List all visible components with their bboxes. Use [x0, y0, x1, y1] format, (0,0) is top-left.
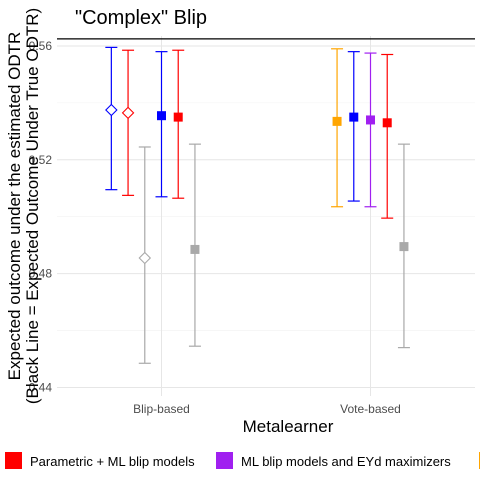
error-bar	[155, 51, 168, 198]
error-bar	[381, 53, 394, 219]
y-axis-label-line-1: Expected outcome under the estimated ODT…	[5, 32, 24, 381]
point-markers	[105, 103, 409, 265]
point-square	[332, 116, 342, 126]
y-tick-label: 0.44	[29, 380, 53, 394]
chart-title: "Complex" Blip	[75, 7, 207, 29]
error-bar	[172, 49, 185, 199]
point-square	[349, 112, 359, 122]
point-square	[157, 111, 166, 121]
y-tick-label: 0.52	[29, 153, 53, 167]
point-diamond-open	[138, 251, 152, 265]
point-square	[366, 115, 375, 125]
legend-label: ML blip models and EYd maximizers	[241, 454, 451, 469]
point-square	[382, 118, 392, 128]
x-tick-label: Vote-based	[340, 402, 401, 416]
point-diamond-open	[105, 103, 118, 117]
point-diamond-open	[121, 106, 135, 120]
point-square	[399, 242, 409, 252]
legend-key	[5, 452, 22, 469]
error-bar	[364, 52, 377, 208]
x-tick-labels: Blip-based Vote-based	[133, 402, 401, 416]
y-axis-label: Expected outcome under the estimated ODT…	[5, 8, 42, 404]
y-axis-label-line-2: (Black Line = Expected Outcome Under Tru…	[23, 8, 42, 404]
x-tick-label: Blip-based	[133, 402, 190, 416]
error-bar	[331, 48, 344, 208]
error-bar	[105, 46, 118, 191]
error-bar	[347, 51, 360, 202]
legend-label: Parametric + ML blip models	[30, 454, 195, 469]
error-bar	[122, 49, 135, 196]
point-square	[173, 112, 183, 122]
legend: Parametric + ML blip models ML blip model…	[5, 452, 480, 469]
grid-lines	[57, 36, 475, 396]
y-tick-labels: 0.44 0.48 0.52 0.56	[29, 39, 53, 395]
y-tick-label: 0.56	[29, 39, 53, 53]
point-square	[190, 244, 200, 254]
legend-key	[216, 452, 233, 469]
x-axis-label: Metalearner	[243, 417, 334, 436]
y-tick-label: 0.48	[29, 267, 53, 281]
